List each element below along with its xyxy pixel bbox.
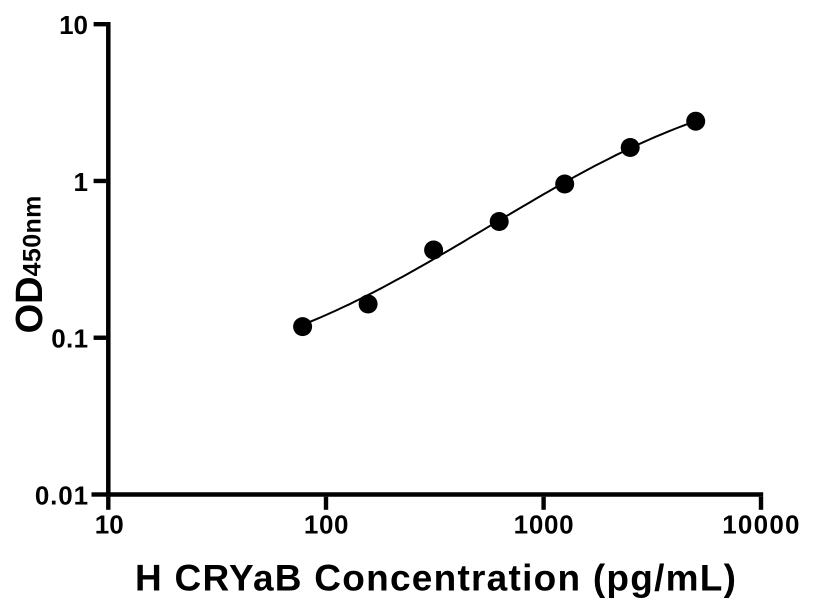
svg-text:10: 10 (59, 10, 88, 40)
svg-text:100: 100 (304, 509, 349, 539)
svg-text:0.01: 0.01 (35, 481, 89, 511)
svg-text:1000: 1000 (514, 509, 575, 539)
svg-text:10: 10 (95, 509, 124, 539)
svg-text:H CRYaB Concentration (pg/mL): H CRYaB Concentration (pg/mL) (135, 557, 737, 598)
svg-text:10000: 10000 (722, 509, 801, 539)
svg-text:0.1: 0.1 (51, 324, 88, 354)
svg-text:1: 1 (74, 167, 88, 197)
